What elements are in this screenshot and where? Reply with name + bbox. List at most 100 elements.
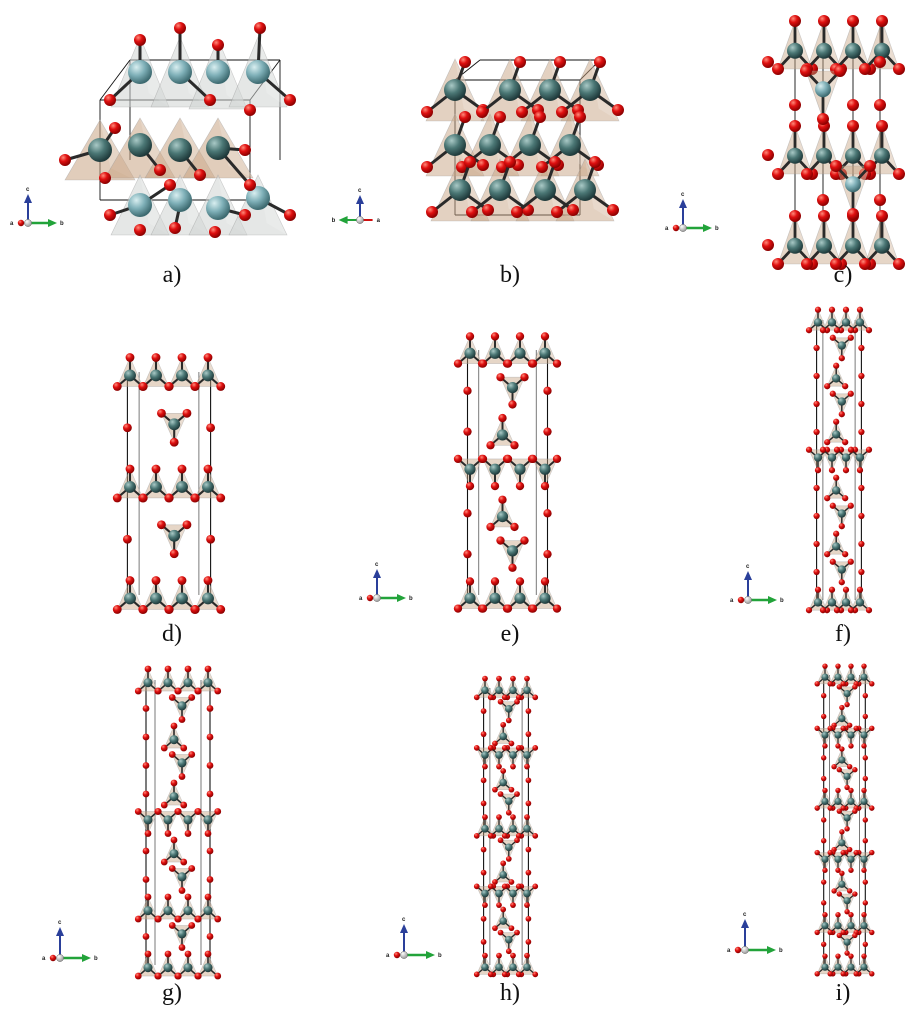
oxygen-atom xyxy=(862,879,869,885)
cation-atom xyxy=(202,369,214,382)
cation-atom xyxy=(246,60,270,84)
b-axis-head xyxy=(426,951,435,959)
tetrahedron-face xyxy=(188,811,198,834)
oxygen-atom xyxy=(184,665,192,673)
c-axis-head xyxy=(24,194,32,203)
oxygen-atom xyxy=(789,15,801,27)
cation-atom xyxy=(837,565,846,574)
oxygen-atom xyxy=(492,879,498,885)
cation-atom xyxy=(834,855,842,863)
oxygen-atom xyxy=(99,172,111,184)
oxygen-atom xyxy=(847,208,859,220)
oxygen-atom xyxy=(876,210,888,222)
oxygen-atom xyxy=(528,604,538,613)
cation-atom xyxy=(203,906,213,916)
oxygen-atom xyxy=(487,832,494,839)
oxygen-atom xyxy=(515,883,522,890)
oxygen-atom xyxy=(844,784,850,791)
cation-atom xyxy=(128,60,152,84)
oxygen-atom xyxy=(134,34,146,46)
oxygen-atom xyxy=(482,204,494,216)
oxygen-atom xyxy=(206,762,214,769)
oxygen-atom xyxy=(848,867,854,873)
cation-atom xyxy=(183,678,193,688)
cation-atom xyxy=(506,381,519,394)
oxygen-atom xyxy=(142,876,150,883)
oxygen-atom xyxy=(178,887,186,894)
tetrahedron-face xyxy=(148,953,158,977)
oxygen-atom xyxy=(814,725,820,732)
oxygen-atom xyxy=(839,746,845,752)
oxygen-atom xyxy=(861,912,867,918)
oxygen-atom xyxy=(846,846,853,853)
oxygen-atom xyxy=(177,353,187,362)
c-axis-head xyxy=(356,195,364,204)
c-axis-head xyxy=(373,569,381,578)
tetrahedron-face xyxy=(795,21,812,69)
oxygen-atom xyxy=(772,63,784,75)
oxygen-atom xyxy=(833,418,840,425)
oxygen-atom xyxy=(846,763,853,770)
tetrahedron-face xyxy=(499,678,508,698)
cation-atom xyxy=(203,963,213,973)
oxygen-atom xyxy=(874,99,886,111)
oxygen-atom xyxy=(876,120,888,132)
oxygen-atom xyxy=(214,808,222,815)
oxygen-atom xyxy=(463,550,472,559)
oxygen-atom xyxy=(842,383,849,390)
oxygen-atom xyxy=(813,372,820,380)
cation-atom xyxy=(150,481,162,493)
cation-atom xyxy=(177,929,187,939)
oxygen-atom xyxy=(125,353,135,362)
oxygen-atom xyxy=(847,327,855,334)
oxygen-atom xyxy=(820,755,827,761)
oxygen-atom xyxy=(827,971,833,977)
cation-atom xyxy=(523,889,531,898)
oxygen-atom xyxy=(532,832,539,839)
oxygen-atom xyxy=(184,830,192,837)
tetrahedron-face xyxy=(148,668,158,692)
origin-sphere xyxy=(400,951,408,959)
oxygen-atom xyxy=(820,879,827,885)
tetrahedron-face xyxy=(208,357,221,387)
oxygen-atom xyxy=(835,787,841,794)
oxygen-atom xyxy=(169,437,179,447)
tetrahedron-face xyxy=(851,956,859,974)
cation-atom xyxy=(143,815,153,825)
oxygen-atom xyxy=(194,169,206,181)
oxygen-atom xyxy=(800,65,812,77)
oxygen-atom xyxy=(164,665,172,673)
oxygen-atom xyxy=(861,787,867,794)
oxygen-atom xyxy=(206,733,214,741)
oxygen-atom xyxy=(847,607,855,614)
oxygen-atom xyxy=(839,704,845,711)
oxygen-atom xyxy=(168,694,176,701)
oxygen-atom xyxy=(515,577,525,586)
tetrahedron-face xyxy=(174,413,187,443)
oxygen-atom xyxy=(842,306,850,313)
oxygen-atom xyxy=(104,209,116,221)
oxygen-atom xyxy=(842,439,849,446)
structure-d xyxy=(112,353,226,614)
tetrahedron-face xyxy=(818,589,827,611)
oxygen-atom xyxy=(814,805,820,811)
origin-sphere xyxy=(356,216,364,224)
oxygen-atom xyxy=(500,906,507,913)
oxygen-atom xyxy=(813,568,820,576)
caption-g: g) xyxy=(162,980,182,1006)
oxygen-atom xyxy=(836,808,843,814)
cation-atom xyxy=(509,889,517,898)
cation-atom xyxy=(832,430,841,439)
oxygen-atom xyxy=(508,563,517,572)
tetrahedron-face xyxy=(513,955,522,975)
oxygen-atom xyxy=(169,222,181,234)
cation-atom xyxy=(177,758,187,768)
oxygen-atom xyxy=(813,512,820,520)
tetrahedron-face xyxy=(513,817,522,836)
oxygen-atom xyxy=(840,849,846,856)
tetrahedron-face xyxy=(860,589,869,611)
caption-c: c) xyxy=(833,262,853,288)
oxygen-atom xyxy=(772,258,784,270)
tetrahedron-face xyxy=(495,458,507,487)
oxygen-atom xyxy=(511,206,523,218)
